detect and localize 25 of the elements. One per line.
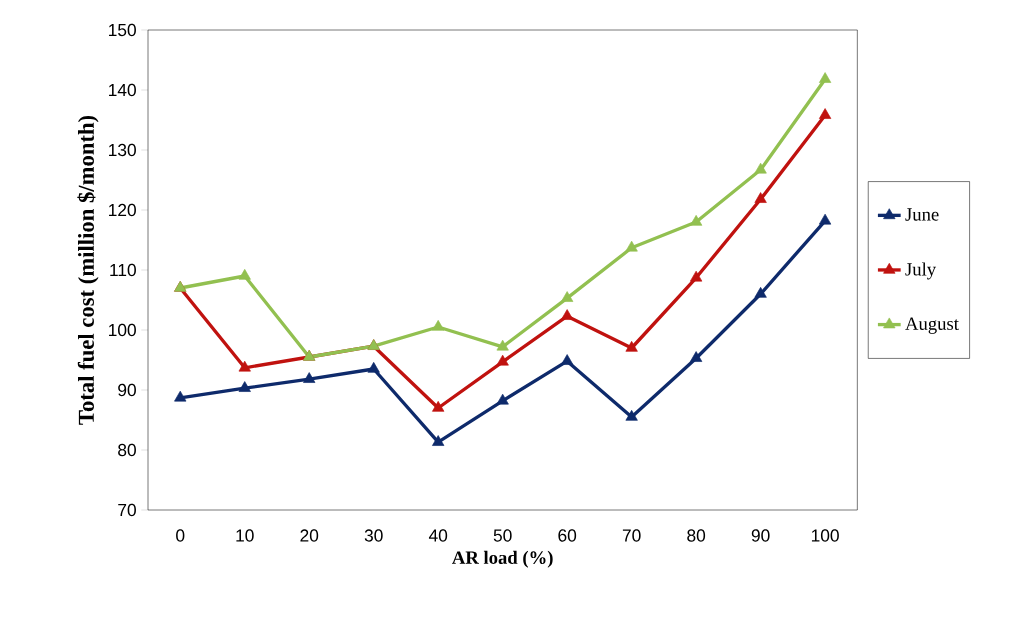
y-tick-label: 70 — [118, 503, 136, 517]
y-tick-label: 130 — [109, 143, 136, 157]
legend-label: July — [905, 262, 937, 280]
x-tick-label: 90 — [751, 529, 770, 542]
y-tick-label: 100 — [109, 323, 136, 337]
legend-label: August — [905, 317, 959, 334]
y-tick-label: 90 — [118, 383, 136, 397]
x-tick-label: 70 — [622, 529, 641, 542]
x-tick-label: 0 — [176, 529, 185, 542]
x-tick-label: 100 — [811, 529, 839, 542]
y-tick-label: 80 — [118, 443, 136, 457]
x-tick-label: 50 — [493, 529, 512, 542]
x-tick-label: 20 — [300, 529, 319, 542]
legend-label: June — [905, 208, 939, 221]
y-tick-label: 110 — [110, 263, 136, 277]
x-tick-label: 60 — [558, 529, 577, 542]
y-tick-label: 120 — [109, 203, 136, 217]
x-axis-title: AR load (%) — [452, 550, 553, 568]
y-tick-label: 150 — [109, 23, 136, 37]
x-tick-label: 80 — [687, 529, 706, 542]
y-tick-label: 140 — [109, 83, 136, 97]
x-tick-label: 40 — [428, 529, 448, 542]
x-tick-label: 10 — [236, 529, 254, 542]
x-tick-label: 30 — [364, 529, 383, 542]
y-axis-title: Total fuel cost (million $/month) — [77, 115, 99, 425]
